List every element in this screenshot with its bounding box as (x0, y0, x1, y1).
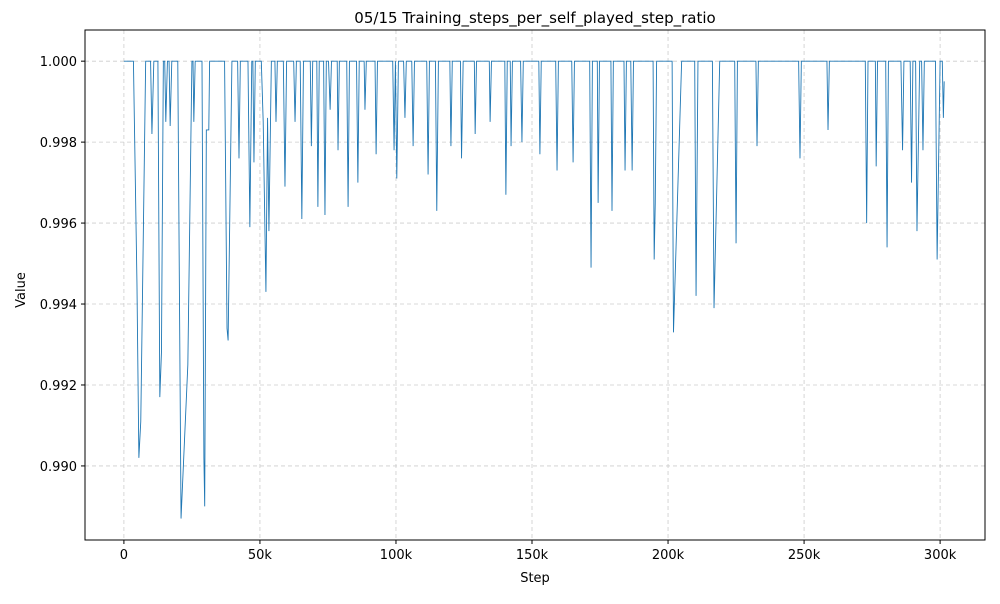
y-tick-label: 0.998 (40, 136, 77, 151)
y-tick-label: 0.996 (40, 217, 77, 232)
y-tick-label: 1.000 (40, 55, 77, 70)
x-tick-label: 0 (120, 548, 128, 563)
y-tick-label: 0.992 (40, 379, 77, 394)
x-tick-label: 50k (248, 548, 273, 563)
x-tick-label: 250k (788, 548, 821, 563)
x-axis-label: Step (520, 571, 550, 586)
x-tick-label: 300k (924, 548, 957, 563)
chart-title: 05/15 Training_steps_per_self_played_ste… (354, 9, 715, 28)
x-tick-label: 200k (652, 548, 685, 563)
plot-frame (84, 29, 986, 541)
y-tick-label: 0.994 (40, 298, 77, 313)
y-axis-label: Value (14, 272, 29, 308)
x-tick-label: 100k (380, 548, 413, 563)
x-tick-label: 150k (516, 548, 549, 563)
y-tick-label: 0.990 (40, 460, 77, 475)
data-line (123, 60, 945, 519)
